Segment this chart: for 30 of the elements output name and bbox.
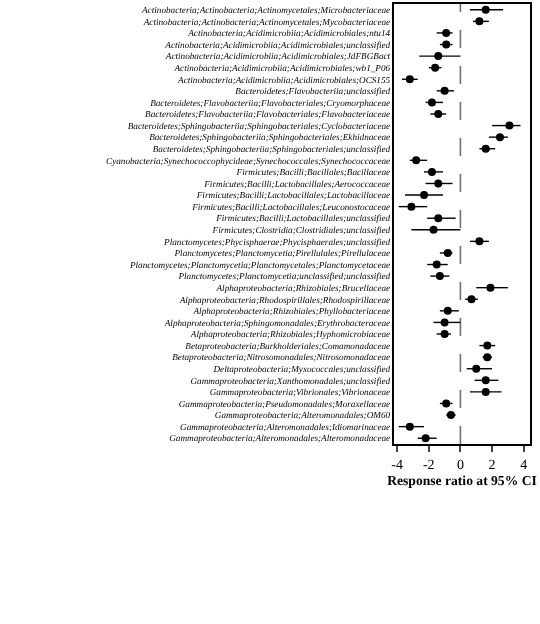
point: [495, 133, 504, 142]
point: [427, 98, 436, 107]
point: [435, 272, 444, 281]
point: [420, 191, 429, 200]
point: [432, 260, 441, 269]
point: [440, 318, 449, 327]
point: [486, 283, 495, 292]
point: [429, 225, 438, 234]
point: [427, 167, 436, 176]
point: [412, 156, 421, 165]
point: [440, 86, 449, 95]
point: [481, 376, 490, 385]
point: [434, 179, 443, 188]
point: [481, 144, 490, 153]
point: [434, 214, 443, 223]
point: [505, 121, 514, 130]
point: [405, 422, 414, 431]
point: [483, 341, 492, 350]
point: [442, 28, 451, 37]
point: [407, 202, 416, 211]
point: [475, 17, 484, 26]
point: [472, 364, 481, 373]
point: [434, 110, 443, 118]
point: [443, 306, 452, 315]
point: [405, 75, 414, 84]
point: [421, 434, 430, 443]
point: [434, 52, 443, 61]
point: [475, 237, 484, 246]
point: [481, 5, 490, 14]
point: [481, 387, 490, 396]
